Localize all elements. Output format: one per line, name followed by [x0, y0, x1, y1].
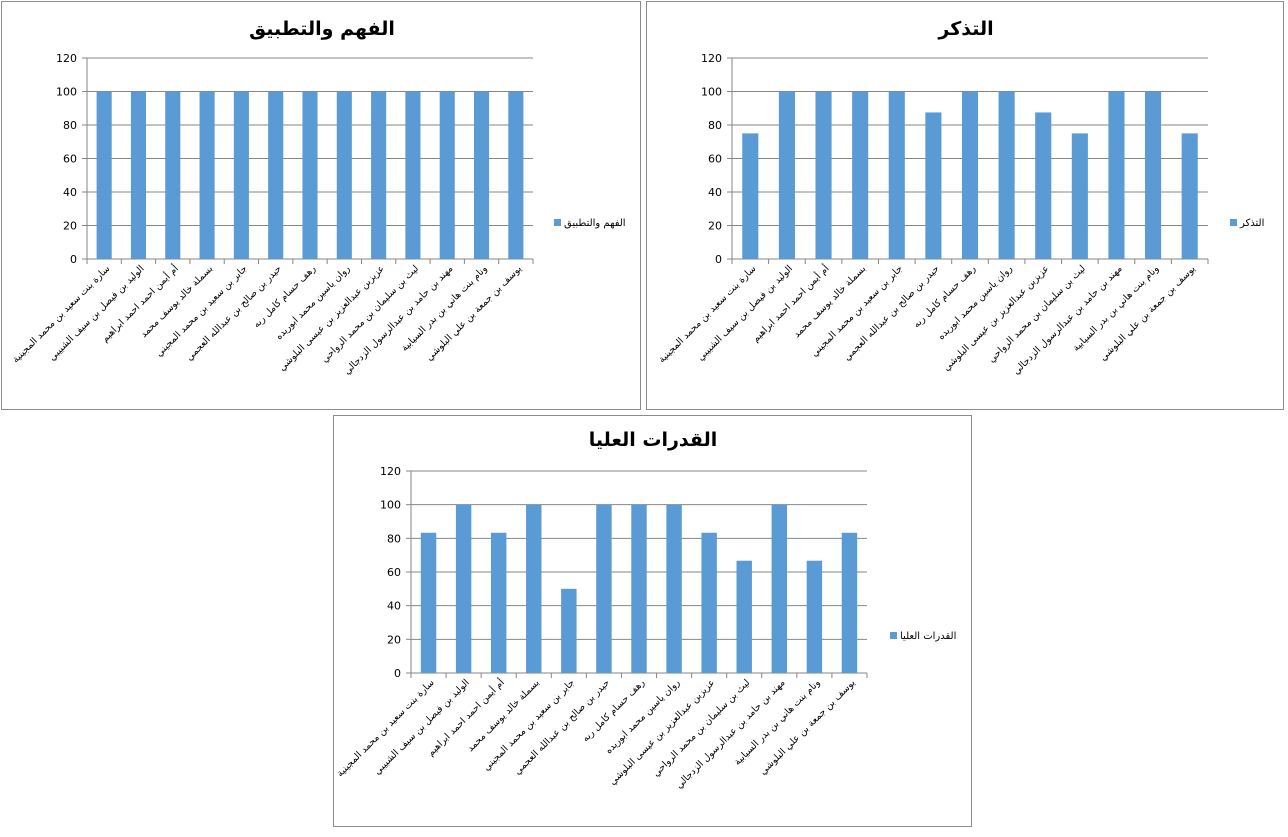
bar — [199, 91, 215, 259]
bar — [439, 91, 455, 259]
bar — [96, 91, 112, 259]
bar — [508, 91, 524, 259]
bar — [815, 91, 832, 259]
bar — [268, 91, 284, 259]
bar — [998, 91, 1015, 259]
bar — [336, 91, 352, 259]
bar — [233, 91, 249, 259]
chart-panel-remembering: التذكر 0 20 40 60 80 100 120 سارة بنت سعيد بن مح… — [646, 1, 1284, 410]
category-label: رهف حسام كامل ربه — [251, 263, 318, 330]
y-tick-label: 120 — [701, 52, 722, 65]
y-tick-label: 80 — [387, 532, 401, 545]
y-tick-label: 0 — [394, 667, 401, 680]
y-tick-label: 40 — [63, 186, 77, 199]
y-tick-label: 60 — [63, 153, 77, 166]
category-label: بسملة خالد يوسف محمد — [791, 263, 868, 340]
bar — [742, 133, 759, 259]
bar — [1071, 133, 1088, 259]
y-tick-label: 100 — [56, 86, 77, 99]
bar — [165, 91, 181, 259]
chart-title: التذكر — [937, 18, 993, 40]
y-tick-label: 0 — [715, 253, 722, 266]
bar — [561, 588, 577, 673]
y-tick-label: 20 — [387, 633, 401, 646]
y-tick-label: 60 — [708, 153, 722, 166]
bar — [405, 91, 421, 259]
bar — [888, 91, 905, 259]
y-tick-label: 20 — [63, 220, 77, 233]
legend-label: القدرات العليا — [900, 631, 956, 642]
y-tick-label: 20 — [708, 220, 722, 233]
bar — [925, 112, 942, 259]
y-tick-label: 60 — [387, 566, 401, 579]
bar — [778, 91, 795, 259]
y-tick-label: 120 — [380, 465, 401, 478]
y-tick-label: 80 — [708, 119, 722, 132]
chart-panel-understanding: الفهم والتطبيق 0 20 40 60 80 100 120 سارة بنت سع… — [1, 1, 641, 410]
bar — [1145, 91, 1162, 259]
bar — [455, 504, 472, 673]
bar — [1181, 133, 1198, 259]
legend-label: التذكر — [1239, 218, 1264, 229]
y-tick-label: 100 — [380, 499, 401, 512]
category-label: رهف حسام كامل ربه — [580, 677, 647, 744]
bar — [526, 504, 542, 673]
bar — [631, 504, 647, 673]
bar — [806, 560, 823, 673]
bar — [1035, 112, 1052, 259]
bar — [490, 532, 507, 673]
chart-panel-higher-abilities: القدرات العليا 0 20 40 60 80 100 120 سارة بنت سع… — [333, 415, 972, 827]
bar — [420, 532, 437, 673]
bar — [473, 91, 490, 259]
bar — [841, 532, 858, 673]
bar — [736, 560, 752, 673]
chart-title: القدرات العليا — [589, 429, 717, 451]
legend-swatch — [1230, 219, 1237, 226]
bar — [771, 504, 788, 673]
chart-title: الفهم والتطبيق — [249, 18, 395, 40]
bar — [371, 91, 387, 259]
y-tick-label: 80 — [63, 119, 77, 132]
bar — [852, 91, 869, 259]
y-tick-label: 40 — [387, 600, 401, 613]
category-label: رهف حسام كامل ربه — [911, 263, 978, 330]
legend-label: الفهم والتطبيق — [564, 218, 626, 229]
legend-swatch — [554, 219, 561, 226]
y-tick-label: 40 — [708, 186, 722, 199]
y-tick-label: 120 — [56, 52, 77, 65]
y-tick-label: 0 — [70, 253, 77, 266]
bar — [130, 91, 147, 259]
y-tick-label: 100 — [701, 86, 722, 99]
bar — [961, 91, 979, 259]
bar — [596, 504, 612, 673]
bar — [666, 504, 682, 673]
bar — [701, 532, 717, 673]
legend-swatch — [890, 632, 897, 639]
bar — [1108, 91, 1125, 259]
bar — [302, 91, 318, 259]
